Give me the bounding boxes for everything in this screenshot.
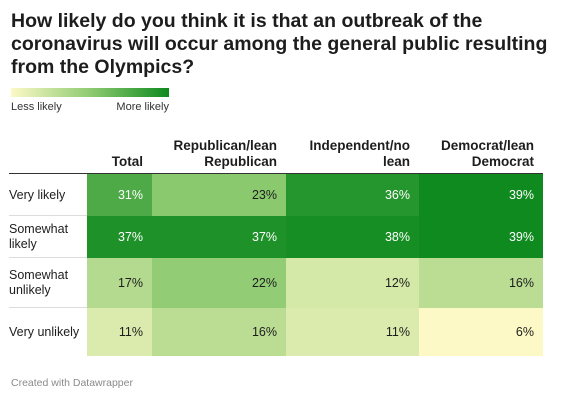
- heatmap-cell: 38%: [286, 216, 419, 258]
- table-row: Very unlikely 11% 16% 11% 6%: [9, 308, 543, 356]
- header-rule: [9, 173, 543, 174]
- legend-high-label: More likely: [116, 101, 169, 113]
- column-header-total: Total: [111, 154, 143, 169]
- column-header-republican: Republican/lean Republican: [173, 138, 277, 169]
- column-header-independent: Independent/no lean: [309, 138, 411, 169]
- legend-low-label: Less likely: [11, 101, 62, 113]
- heatmap-table: Total Republican/lean Republican Indepen…: [9, 131, 543, 356]
- heatmap-cell: 36%: [286, 174, 419, 216]
- row-label: Very unlikely: [9, 324, 80, 339]
- row-label: Somewhat unlikely: [9, 268, 69, 297]
- heatmap-cell: 31%: [87, 174, 152, 216]
- heatmap-cell: 11%: [87, 308, 152, 356]
- chart-title: How likely do you think it is that an ou…: [11, 10, 548, 78]
- color-legend: Less likely More likely: [11, 88, 169, 118]
- heatmap-cell: 39%: [419, 216, 543, 258]
- table-row: Very likely 31% 23% 36% 39%: [9, 174, 543, 216]
- row-divider: [9, 257, 87, 258]
- row-divider: [9, 307, 87, 308]
- heatmap-cell: 22%: [152, 258, 286, 308]
- row-label: Very likely: [9, 187, 66, 202]
- table-header-row: Total Republican/lean Republican Indepen…: [9, 131, 543, 174]
- row-divider: [9, 215, 87, 216]
- table-row: Somewhat likely 37% 37% 38% 39%: [9, 216, 543, 258]
- heatmap-cell: 16%: [152, 308, 286, 356]
- heatmap-cell: 37%: [87, 216, 152, 258]
- heatmap-cell: 23%: [152, 174, 286, 216]
- column-header-democrat: Democrat/lean Democrat: [440, 138, 534, 169]
- heatmap-cell: 39%: [419, 174, 543, 216]
- row-label: Somewhat likely: [9, 222, 69, 251]
- table-row: Somewhat unlikely 17% 22% 12% 16%: [9, 258, 543, 308]
- heatmap-cell: 12%: [286, 258, 419, 308]
- legend-gradient-bar: [11, 88, 169, 97]
- heatmap-cell: 6%: [419, 308, 543, 356]
- heatmap-cell: 11%: [286, 308, 419, 356]
- heatmap-cell: 16%: [419, 258, 543, 308]
- footer-credit: Created with Datawrapper: [11, 377, 133, 389]
- heatmap-cell: 37%: [152, 216, 286, 258]
- heatmap-cell: 17%: [87, 258, 152, 308]
